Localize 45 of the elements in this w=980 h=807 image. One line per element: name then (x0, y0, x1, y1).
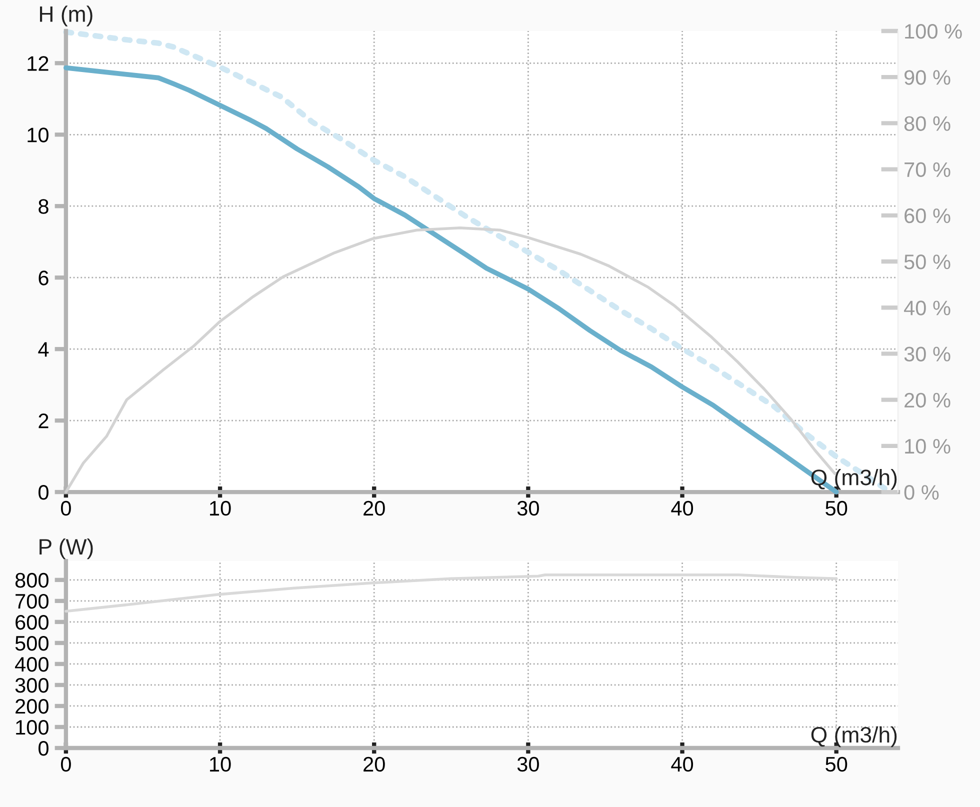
x-tick-label: 40 (671, 500, 694, 516)
x-tick-label: 40 (671, 756, 694, 772)
y-axis-title: P (W) (40, 538, 93, 560)
y2-tick-label: 70 % (904, 162, 950, 178)
y-tick-label: 6 (38, 270, 48, 286)
line-series (64, 226, 836, 494)
y-tick-label: 100 (16, 720, 48, 735)
x-tick-label: 20 (364, 500, 385, 516)
x-axis-title: Q (m3/h) (811, 726, 897, 748)
y-tick-label: 500 (15, 636, 48, 651)
y-tick-label: 0 (38, 485, 48, 500)
x-tick-label: 30 (517, 500, 539, 516)
x-axis-title: Q (m3/h) (811, 469, 897, 490)
y2-tick-label: 0 % (904, 485, 939, 500)
x-tick-label: 50 (826, 756, 848, 772)
y-tick-label: 700 (16, 594, 48, 609)
y2-tick-label: 50 % (904, 254, 950, 270)
y-tick-label: 8 (38, 199, 48, 214)
y2-tick-label: 100 % (905, 24, 962, 39)
y2-tick-label: 60 % (904, 208, 950, 224)
y2-tick-label: 30 % (904, 346, 950, 362)
y-axis-title: H (m) (40, 6, 92, 26)
x-tick-label: 10 (210, 756, 231, 772)
y2-tick-label: 80 % (904, 116, 950, 131)
x-tick-label: 30 (517, 756, 539, 772)
y-tick-label: 800 (15, 572, 48, 588)
line-series (64, 574, 838, 613)
y-tick-label: 400 (15, 656, 48, 672)
y-tick-label: 10 (28, 128, 48, 142)
x-tick-label: 0 (60, 500, 71, 516)
y-tick-label: 600 (16, 614, 48, 630)
y2-tick-label: 40 % (904, 300, 950, 316)
y-tick-label: 0 (38, 741, 48, 756)
x-tick-label: 0 (60, 756, 71, 772)
y-tick-label: 2 (38, 414, 48, 428)
y-tick-label: 4 (38, 342, 49, 357)
y-tick-label: 200 (16, 698, 48, 714)
y-tick-label: 300 (15, 678, 48, 693)
y2-tick-label: 10 % (905, 438, 950, 454)
y2-tick-label: 90 % (904, 70, 950, 85)
y-tick-label: 12 (28, 56, 48, 71)
x-tick-label: 20 (364, 756, 385, 772)
y2-tick-label: 20 % (904, 392, 950, 408)
x-tick-label: 50 (826, 500, 848, 516)
x-tick-label: 10 (210, 500, 231, 516)
